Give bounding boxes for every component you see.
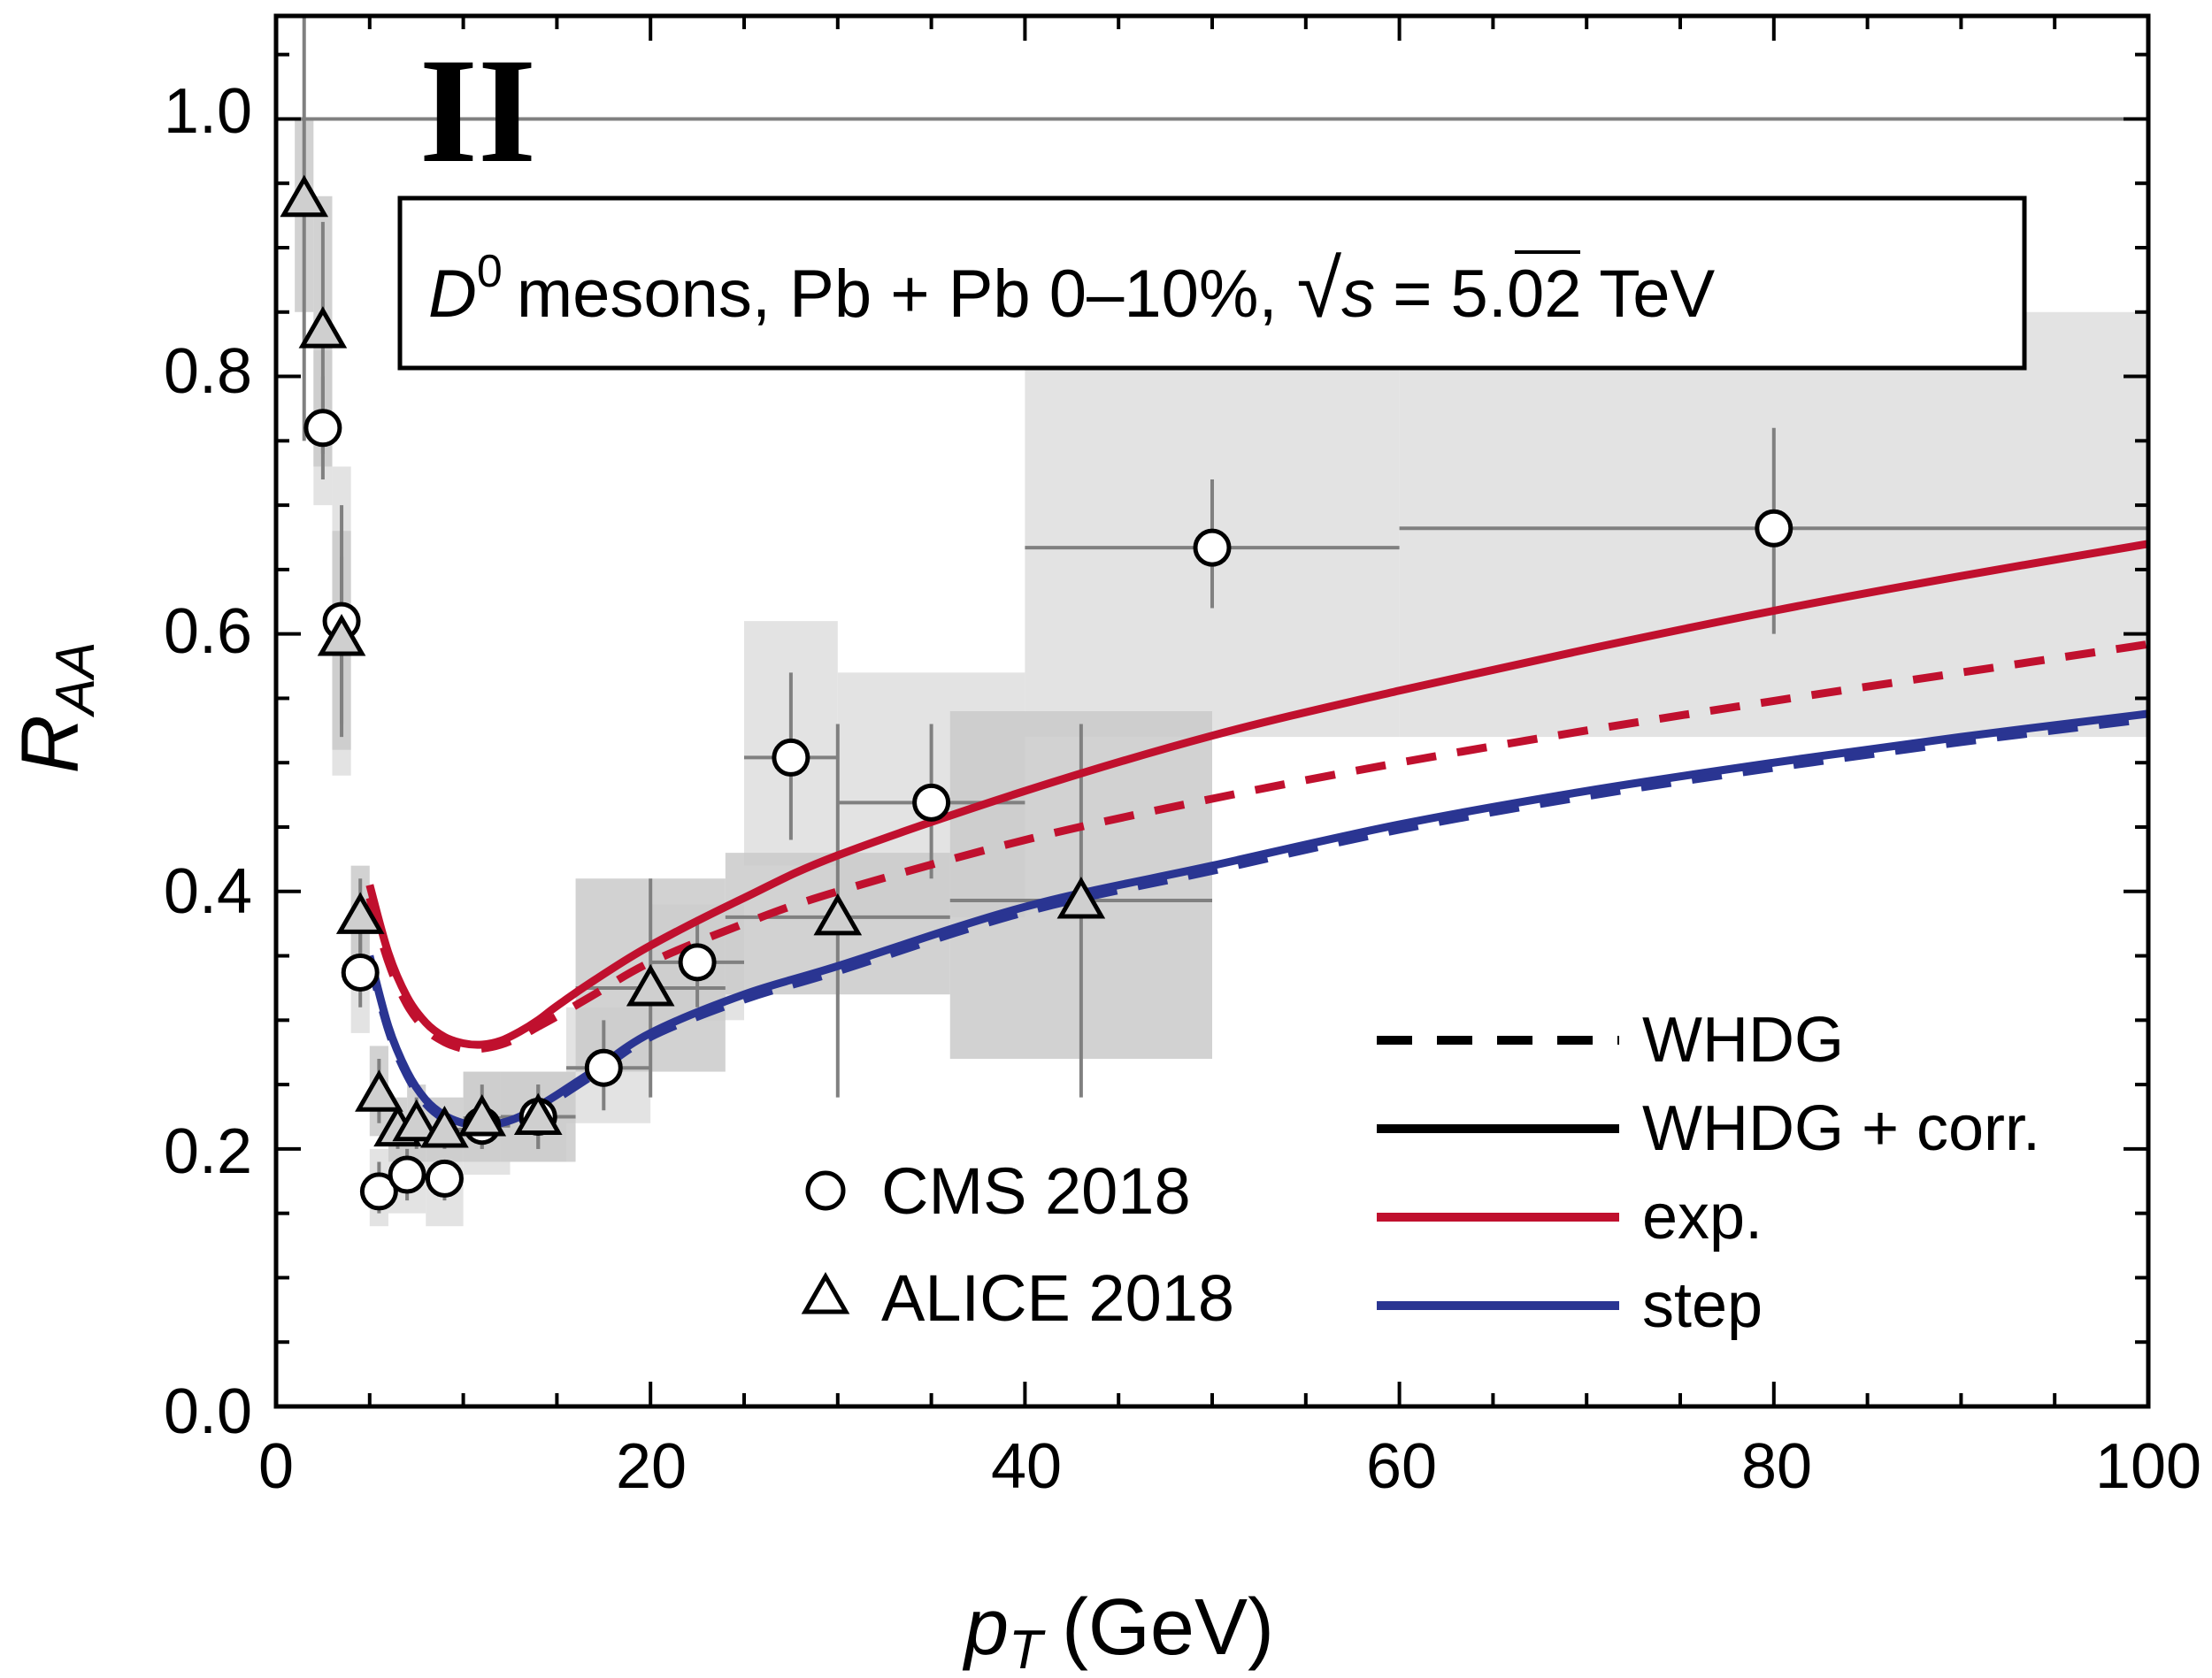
chart-title: D0 mesons, Pb + Pb 0–10%, √s = 5.02 TeV [428,244,1715,334]
data-markers [280,174,1793,1211]
alice-point [298,306,348,349]
legend-circle-marker [805,1170,846,1211]
alice-point [1056,876,1106,919]
model-curve [365,640,2149,1054]
alice-point [280,174,329,218]
cms-point [303,409,342,448]
plot-frame-and-ticks [273,13,2151,1409]
y-tick-label: 0.4 [164,856,252,927]
alice-point [335,892,385,934]
alice-point [457,1093,507,1137]
cms-point [341,953,380,992]
y-tick-label: 0.0 [164,1376,252,1447]
cms-point [1755,509,1793,548]
alice-point [392,1099,442,1142]
legend-whdg-label: WHDG [1642,1005,1844,1076]
marker-legend: CMS 2018 ALICE 2018 [801,1154,1234,1335]
alice-point [813,893,863,936]
panel-label: II [419,27,536,194]
legend-step-label: step [1642,1270,1763,1341]
y-tick-labels: 0.0 0.2 0.4 0.6 0.8 1.0 [164,76,252,1447]
x-tick-label: 100 [2095,1431,2201,1502]
alice-point [420,1106,469,1148]
legend-whdg-corr-label: WHDG + corr. [1642,1093,2040,1164]
title-frame [397,195,2027,371]
cms-point [678,943,717,982]
title-box: D0 mesons, Pb + Pb 0–10%, √s = 5.02 TeV [397,195,2027,371]
y-tick-label: 0.2 [164,1116,252,1187]
cms-point [425,1159,464,1198]
line-legend: WHDG WHDG + corr. exp. step [1377,1005,2040,1341]
alice-point [355,1069,403,1112]
alice-point [513,1092,563,1135]
cms-point [388,1155,426,1194]
x-tick-label: 40 [991,1431,1062,1502]
cms-point [772,738,810,777]
y-axis-label: RAA [5,641,106,773]
model-curve [365,540,2149,1049]
x-tick-labels: 0 20 40 60 80 100 [258,1431,2201,1502]
cms-point [584,1048,623,1087]
x-tick-label: 20 [616,1431,687,1502]
legend-triangle-marker [801,1271,850,1314]
x-tick-label: 0 [258,1431,294,1502]
x-tick-label: 60 [1366,1431,1437,1502]
legend-exp-label: exp. [1642,1182,1763,1253]
x-tick-label: 80 [1741,1431,1812,1502]
y-tick-label: 0.6 [164,596,252,667]
cms-point [359,1172,398,1211]
y-tick-label: 1.0 [164,76,252,147]
legend-alice-label: ALICE 2018 [881,1261,1234,1335]
cms-point [912,783,951,822]
cms-point [1193,528,1232,567]
x-axis-label: pT (GeV) [962,1583,1274,1678]
legend-cms-label: CMS 2018 [881,1154,1191,1228]
alice-point [317,614,366,656]
alice-point [626,963,675,1007]
y-tick-label: 0.8 [164,336,252,407]
